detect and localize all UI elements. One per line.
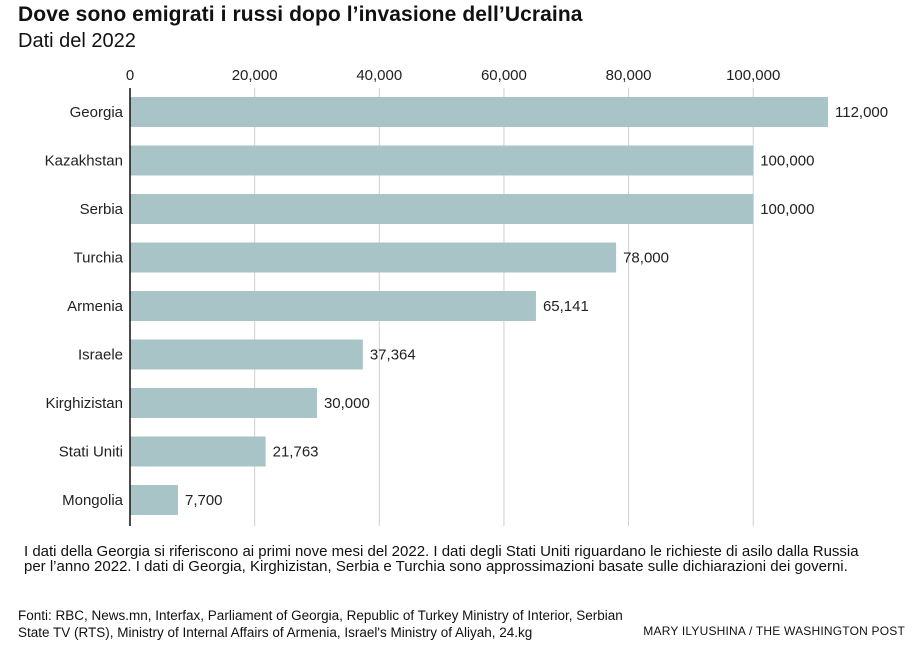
value-label: 65,141 bbox=[543, 298, 589, 315]
bar-chart: 0 20,000 40,000 60,000 80,000 100,000 Georgia… bbox=[45, 67, 888, 526]
category-label: Israele bbox=[78, 347, 123, 364]
sources-label: Fonti: bbox=[18, 608, 52, 623]
x-tick-label: 80,000 bbox=[606, 67, 652, 84]
value-label: 30,000 bbox=[324, 395, 370, 412]
bar bbox=[130, 485, 178, 515]
value-label: 112,000 bbox=[835, 104, 888, 121]
value-labels: 112,000 100,000 100,000 78,000 65,141 37,364 3… bbox=[185, 104, 888, 509]
category-label: Kirghizistan bbox=[45, 395, 123, 412]
x-tick-label: 40,000 bbox=[356, 67, 402, 84]
bars bbox=[130, 97, 828, 515]
x-axis-ticks: 0 20,000 40,000 60,000 80,000 100,000 bbox=[126, 67, 781, 84]
credit: MARY ILYUSHINA / THE WASHINGTON POST bbox=[643, 624, 905, 638]
sources: Fonti: RBC, News.mn, Interfax, Parliamen… bbox=[18, 607, 638, 641]
chart-note: I dati della Georgia si riferiscono ai p… bbox=[24, 543, 859, 575]
category-label: Stati Uniti bbox=[59, 444, 123, 461]
category-label: Kazakhstan bbox=[45, 153, 123, 170]
chart-subtitle: Dati del 2022 bbox=[18, 30, 136, 52]
value-label: 37,364 bbox=[370, 347, 416, 364]
category-label: Mongolia bbox=[62, 492, 124, 509]
sources-text: RBC, News.mn, Interfax, Parliament of Ge… bbox=[18, 608, 623, 640]
category-label: Armenia bbox=[67, 298, 124, 315]
bar bbox=[130, 97, 828, 127]
x-tick-label: 0 bbox=[126, 67, 134, 84]
value-label: 100,000 bbox=[760, 201, 814, 218]
bar bbox=[130, 242, 617, 273]
category-label: Georgia bbox=[70, 104, 124, 121]
bar bbox=[130, 145, 754, 176]
bar bbox=[130, 339, 363, 370]
x-tick-label: 60,000 bbox=[481, 67, 527, 84]
chart-title: Dove sono emigrati i russi dopo l’invasi… bbox=[18, 3, 583, 26]
bar bbox=[130, 436, 266, 467]
x-tick-label: 100,000 bbox=[726, 67, 780, 84]
category-labels: Georgia Kazakhstan Serbia Turchia Armenia Isr… bbox=[45, 104, 124, 509]
bar bbox=[130, 388, 317, 418]
value-label: 21,763 bbox=[273, 444, 319, 461]
x-tick-label: 20,000 bbox=[232, 67, 278, 84]
category-label: Serbia bbox=[80, 201, 124, 218]
bar bbox=[130, 194, 754, 224]
bar bbox=[130, 291, 536, 321]
category-label: Turchia bbox=[74, 250, 124, 267]
value-label: 7,700 bbox=[185, 492, 223, 509]
value-label: 78,000 bbox=[623, 250, 669, 267]
value-label: 100,000 bbox=[760, 153, 814, 170]
